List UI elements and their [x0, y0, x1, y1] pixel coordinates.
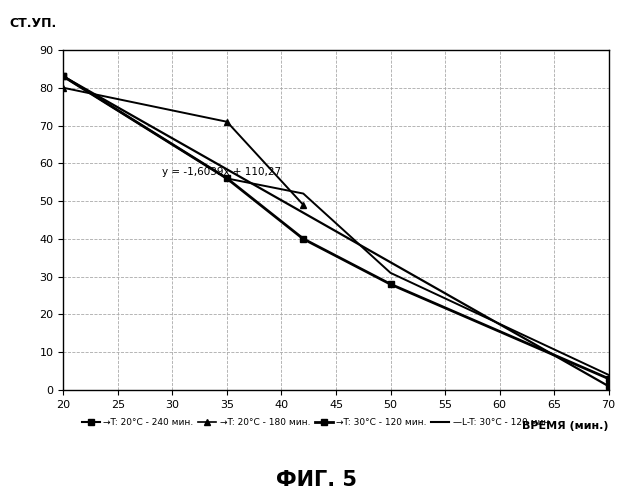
Text: СТ.УП.: СТ.УП. [9, 16, 56, 30]
Text: ВРЕМЯ (мин.): ВРЕМЯ (мин.) [522, 420, 609, 430]
Text: ФИГ. 5: ФИГ. 5 [276, 470, 358, 490]
Legend: →T: 20°C - 240 мин., →T: 20°C - 180 мин., →T: 30°C - 120 мин., —L-T: 30°C - 120 : →T: 20°C - 240 мин., →T: 20°C - 180 мин.… [78, 414, 556, 430]
Text: y = -1,6039x + 110,27: y = -1,6039x + 110,27 [162, 166, 281, 176]
